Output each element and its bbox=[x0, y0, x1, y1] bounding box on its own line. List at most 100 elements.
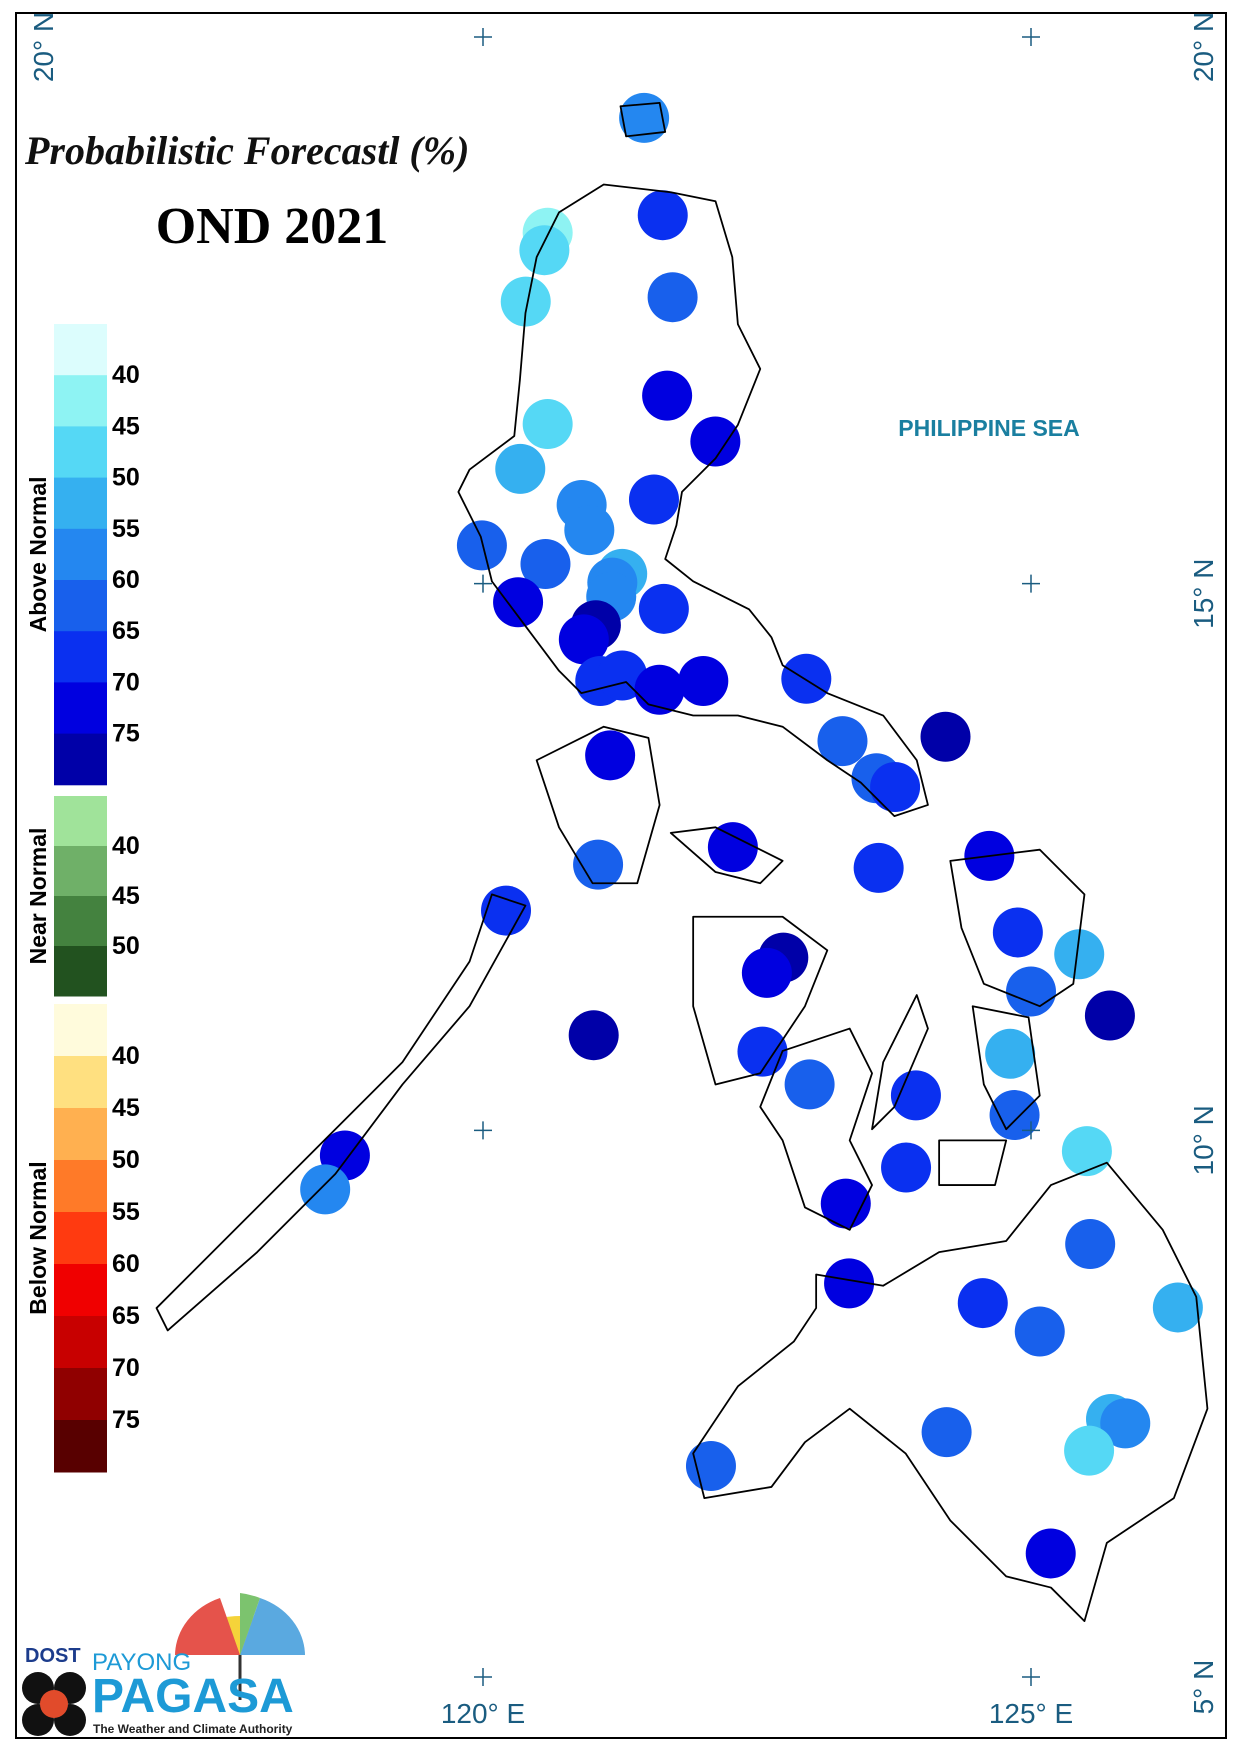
legend-tick-label: 60 bbox=[112, 566, 140, 594]
legend-swatch bbox=[54, 1160, 107, 1213]
logo-name: PAGASA bbox=[92, 1670, 294, 1723]
station-marker bbox=[1084, 990, 1135, 1041]
map-title: Probabilistic Forecastl (%) bbox=[24, 128, 469, 173]
station-marker bbox=[1014, 1306, 1065, 1357]
legend-tick-label: 50 bbox=[112, 464, 140, 492]
legend-swatch bbox=[54, 631, 107, 683]
map-frame bbox=[15, 12, 1227, 1739]
legend-swatch bbox=[54, 324, 107, 376]
umbrella-panel bbox=[240, 1593, 260, 1655]
station-marker bbox=[992, 907, 1043, 958]
lat-label: 20° N bbox=[1188, 12, 1219, 82]
umbrella-panel bbox=[175, 1598, 240, 1655]
station-marker bbox=[495, 443, 546, 494]
legend-tick-label: 40 bbox=[112, 1042, 140, 1070]
legend-tick-label: 75 bbox=[112, 720, 140, 748]
legend-tick-label: 50 bbox=[112, 1146, 140, 1174]
logo: DOST PAYONG PAGASA The Weather and Clima… bbox=[22, 1593, 305, 1736]
station-marker bbox=[520, 538, 571, 589]
station-marker bbox=[685, 1440, 736, 1491]
station-marker bbox=[824, 1258, 875, 1309]
station-marker bbox=[784, 1059, 835, 1110]
station-marker bbox=[741, 947, 792, 998]
legend-swatch bbox=[54, 1368, 107, 1421]
legend-swatch bbox=[54, 1264, 107, 1317]
legend-swatch bbox=[54, 477, 107, 530]
legend-swatch bbox=[54, 1004, 107, 1057]
legend-swatch bbox=[54, 896, 107, 947]
station-marker bbox=[921, 1407, 972, 1458]
station-marker bbox=[781, 653, 832, 704]
station-marker bbox=[456, 520, 507, 571]
legend-tick-label: 40 bbox=[112, 361, 140, 389]
graticule-cross bbox=[1022, 1668, 1040, 1686]
legend-swatch bbox=[54, 1212, 107, 1265]
legend-tick-label: 50 bbox=[112, 932, 140, 960]
legend-tick-label: 60 bbox=[112, 1250, 140, 1278]
legend-tick-label: 55 bbox=[112, 515, 140, 543]
graticule-cross bbox=[1022, 574, 1040, 593]
legend-swatch bbox=[54, 1420, 107, 1473]
legend-tick-label: 45 bbox=[112, 882, 140, 910]
station-marker bbox=[637, 190, 688, 241]
legend-tick-label: 65 bbox=[112, 1302, 140, 1330]
station-marker bbox=[985, 1028, 1036, 1079]
lon-label: 125° E bbox=[989, 1698, 1073, 1729]
station-marker bbox=[957, 1278, 1008, 1329]
legend-swatch bbox=[54, 796, 107, 847]
station-marker bbox=[638, 583, 689, 634]
station-marker bbox=[647, 272, 698, 323]
station-marker bbox=[890, 1070, 941, 1121]
logo-agency: DOST bbox=[25, 1645, 81, 1667]
legend-tick-label: 45 bbox=[112, 412, 140, 440]
station-marker bbox=[820, 1178, 871, 1229]
station-marker bbox=[1064, 1425, 1115, 1476]
station-marker bbox=[628, 474, 679, 525]
station-marker bbox=[642, 370, 693, 421]
station-marker bbox=[1061, 1126, 1112, 1177]
legend-title: Above Normal bbox=[25, 476, 51, 632]
legend-tick-label: 70 bbox=[112, 1354, 140, 1382]
station-marker bbox=[1100, 1398, 1151, 1449]
graticule-cross bbox=[1022, 28, 1040, 46]
lat-label: 20° N bbox=[28, 12, 59, 82]
lat-label: 10° N bbox=[1188, 1105, 1219, 1175]
station-marker bbox=[585, 730, 636, 781]
lon-label: 120° E bbox=[441, 1698, 525, 1729]
legend-swatch bbox=[54, 375, 107, 427]
station-marker bbox=[519, 225, 570, 276]
legend-tick-label: 45 bbox=[112, 1094, 140, 1122]
legend-swatch bbox=[54, 682, 107, 735]
station-marker bbox=[568, 1010, 619, 1061]
sea-label: PHILIPPINE SEA bbox=[898, 415, 1079, 441]
lat-label: 5° N bbox=[1188, 1660, 1219, 1715]
map-subtitle: OND 2021 bbox=[156, 198, 389, 255]
station-marker bbox=[300, 1164, 351, 1215]
legend-title: Below Normal bbox=[25, 1161, 51, 1314]
station-marker bbox=[989, 1090, 1040, 1141]
logo-motto: The Weather and Climate Authority bbox=[93, 1722, 293, 1736]
logo-icon bbox=[40, 1690, 68, 1718]
legend-swatch bbox=[54, 946, 107, 997]
graticule-cross bbox=[1022, 1121, 1040, 1140]
umbrella-panel bbox=[240, 1598, 305, 1655]
station-marker bbox=[690, 416, 741, 467]
graticule-cross bbox=[474, 1121, 492, 1140]
legend-swatch bbox=[54, 426, 107, 479]
station-marker bbox=[920, 711, 971, 762]
station-marker bbox=[493, 577, 544, 628]
legend-swatch bbox=[54, 1056, 107, 1109]
legend-tick-label: 40 bbox=[112, 832, 140, 860]
station-marker bbox=[522, 399, 573, 450]
station-marker bbox=[817, 716, 868, 767]
legend-swatch bbox=[54, 580, 107, 632]
legend: Above Normal 40 45 50 55 60 65 70 75 Near Normal 4… bbox=[25, 324, 140, 1473]
legend-tick-label: 55 bbox=[112, 1198, 140, 1226]
legend-tick-label: 75 bbox=[112, 1406, 140, 1434]
graticule-cross bbox=[474, 1668, 492, 1686]
station-marker bbox=[707, 822, 758, 873]
station-marker bbox=[1152, 1282, 1203, 1333]
station-marker bbox=[678, 655, 729, 706]
station-layer bbox=[300, 92, 1203, 1579]
